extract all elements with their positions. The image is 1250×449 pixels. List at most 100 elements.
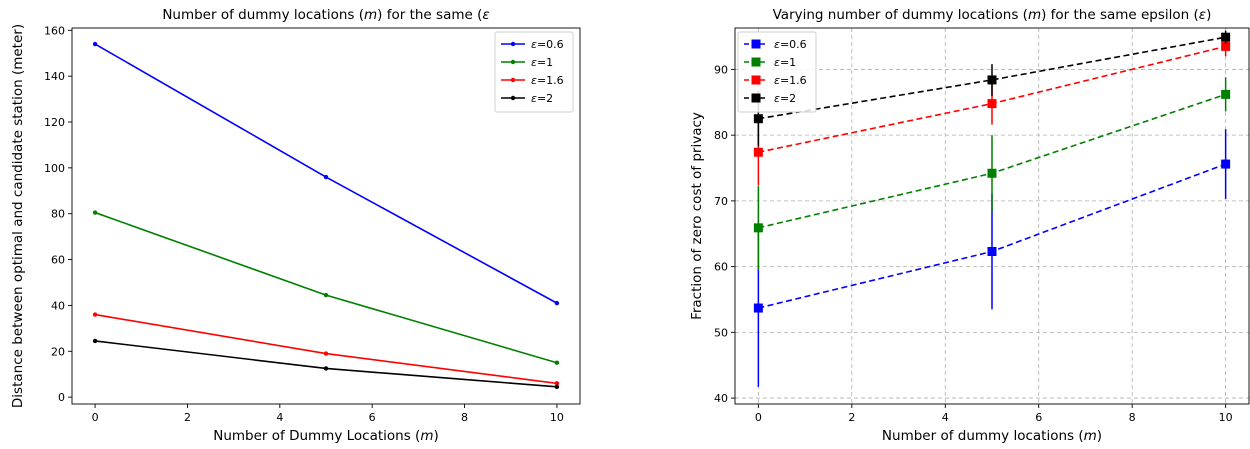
y-tick-label: 120 xyxy=(44,116,65,129)
legend-swatch-marker xyxy=(510,41,516,47)
data-point xyxy=(323,292,329,298)
y-tick-label: 70 xyxy=(714,195,728,208)
x-tick-label: 2 xyxy=(184,411,191,424)
text-part: =1 xyxy=(780,56,796,69)
legend-label: ε=1 xyxy=(531,56,553,69)
text-part: m xyxy=(1084,428,1097,444)
legend-swatch-marker xyxy=(510,59,516,65)
data-point xyxy=(753,303,763,313)
y-axis-label: Distance between optimal and candidate s… xyxy=(10,24,26,408)
y-axis-label: Fraction of zero cost of privacy xyxy=(689,112,705,320)
data-point xyxy=(1221,89,1231,99)
text-part: =2 xyxy=(780,92,796,105)
data-point xyxy=(1221,41,1231,51)
x-tick-label: 6 xyxy=(1035,411,1042,424)
text-part: ε xyxy=(774,56,780,69)
text-part: =0.6 xyxy=(780,38,807,51)
y-tick-label: 140 xyxy=(44,70,65,83)
data-point xyxy=(753,114,763,124)
series-2 xyxy=(92,312,560,386)
x-tick-label: 4 xyxy=(942,411,949,424)
y-tick-label: 80 xyxy=(51,208,65,221)
text-part: =0.6 xyxy=(537,38,564,51)
legend-label: ε=1.6 xyxy=(774,74,807,87)
x-tick-label: 8 xyxy=(461,411,468,424)
text-part: Number of Dummy Locations ( xyxy=(213,428,420,444)
data-point xyxy=(92,338,98,344)
data-point xyxy=(753,147,763,157)
text-part: =1.6 xyxy=(780,74,807,87)
data-point xyxy=(753,223,763,233)
y-tick-label: 50 xyxy=(714,326,728,339)
data-point xyxy=(554,300,560,306)
data-point xyxy=(554,381,560,386)
x-axis-label: Number of Dummy Locations (m) xyxy=(213,428,439,444)
legend-box xyxy=(494,31,574,113)
legend-swatch-marker xyxy=(510,77,516,83)
x-tick-label: 10 xyxy=(1219,411,1233,424)
grid xyxy=(735,28,1249,404)
y-tick-label: 20 xyxy=(51,345,65,358)
legend-label: ε=2 xyxy=(774,92,796,105)
legend-swatch-marker xyxy=(751,93,761,103)
y-tick-label: 60 xyxy=(51,254,65,267)
text-part: Number of dummy locations ( xyxy=(162,7,364,23)
x-tick-label: 0 xyxy=(92,411,99,424)
legend-box xyxy=(737,31,817,113)
legend: ε=0.6ε=1ε=1.6ε=2 xyxy=(737,31,817,113)
text-part: ) for the same ( xyxy=(377,7,482,23)
data-point xyxy=(554,360,560,365)
data-point xyxy=(92,41,98,47)
axes-frame xyxy=(734,27,1250,405)
legend-label: ε=0.6 xyxy=(531,38,564,51)
text-part: Number of dummy locations ( xyxy=(882,428,1084,444)
y-tick-label: 160 xyxy=(44,24,65,37)
legend-label: ε=1.6 xyxy=(531,74,564,87)
x-tick-label: 10 xyxy=(550,411,564,424)
data-point xyxy=(92,312,98,317)
data-point xyxy=(987,99,997,109)
chart-title: Number of dummy locations (m) for the sa… xyxy=(162,7,489,23)
legend-swatch-marker xyxy=(751,39,761,49)
data-point xyxy=(323,366,329,371)
legend-label: ε=0.6 xyxy=(774,38,807,51)
x-axis-label: Number of dummy locations (m) xyxy=(882,428,1102,444)
data-point xyxy=(92,210,98,215)
y-tick-label: 80 xyxy=(714,129,728,142)
series-1 xyxy=(753,77,1231,270)
data-point xyxy=(1221,32,1231,42)
right-chart: 0 2 4 6 8 10 40 50 60 70 80 90 Varying number of dum… xyxy=(689,7,1250,444)
x-tick-label: 0 xyxy=(755,411,762,424)
legend-swatch-marker xyxy=(510,95,516,101)
text-part: ε xyxy=(531,92,537,105)
x-tick-label: 2 xyxy=(848,411,855,424)
y-tick-label: 100 xyxy=(44,162,65,175)
text-part: ε xyxy=(1199,7,1206,23)
y-tick-label: 40 xyxy=(714,392,728,405)
series-1 xyxy=(92,210,560,365)
text-part: m xyxy=(1028,7,1041,23)
data-point xyxy=(987,75,997,85)
text-part: ) for the same epsilon ( xyxy=(1041,7,1199,23)
text-part: ε xyxy=(774,38,780,51)
text-part: Varying number of dummy locations ( xyxy=(773,7,1028,23)
text-part: m xyxy=(420,428,433,444)
text-part: =1 xyxy=(537,56,553,69)
text-part: ε xyxy=(774,74,780,87)
legend-swatch-marker xyxy=(751,57,761,67)
legend-swatch-marker xyxy=(751,75,761,85)
text-part: ε xyxy=(531,74,537,87)
y-tick-label: 60 xyxy=(714,261,728,274)
legend-label: ε=2 xyxy=(531,92,553,105)
x-tick-label: 4 xyxy=(276,411,283,424)
data-point xyxy=(554,384,560,390)
x-tick-label: 6 xyxy=(369,411,376,424)
data-point xyxy=(323,174,329,180)
text-part: ε xyxy=(531,56,537,69)
series-3 xyxy=(92,338,560,390)
data-point xyxy=(1221,159,1231,169)
y-tick-label: 0 xyxy=(58,391,65,404)
data-point xyxy=(987,246,997,256)
